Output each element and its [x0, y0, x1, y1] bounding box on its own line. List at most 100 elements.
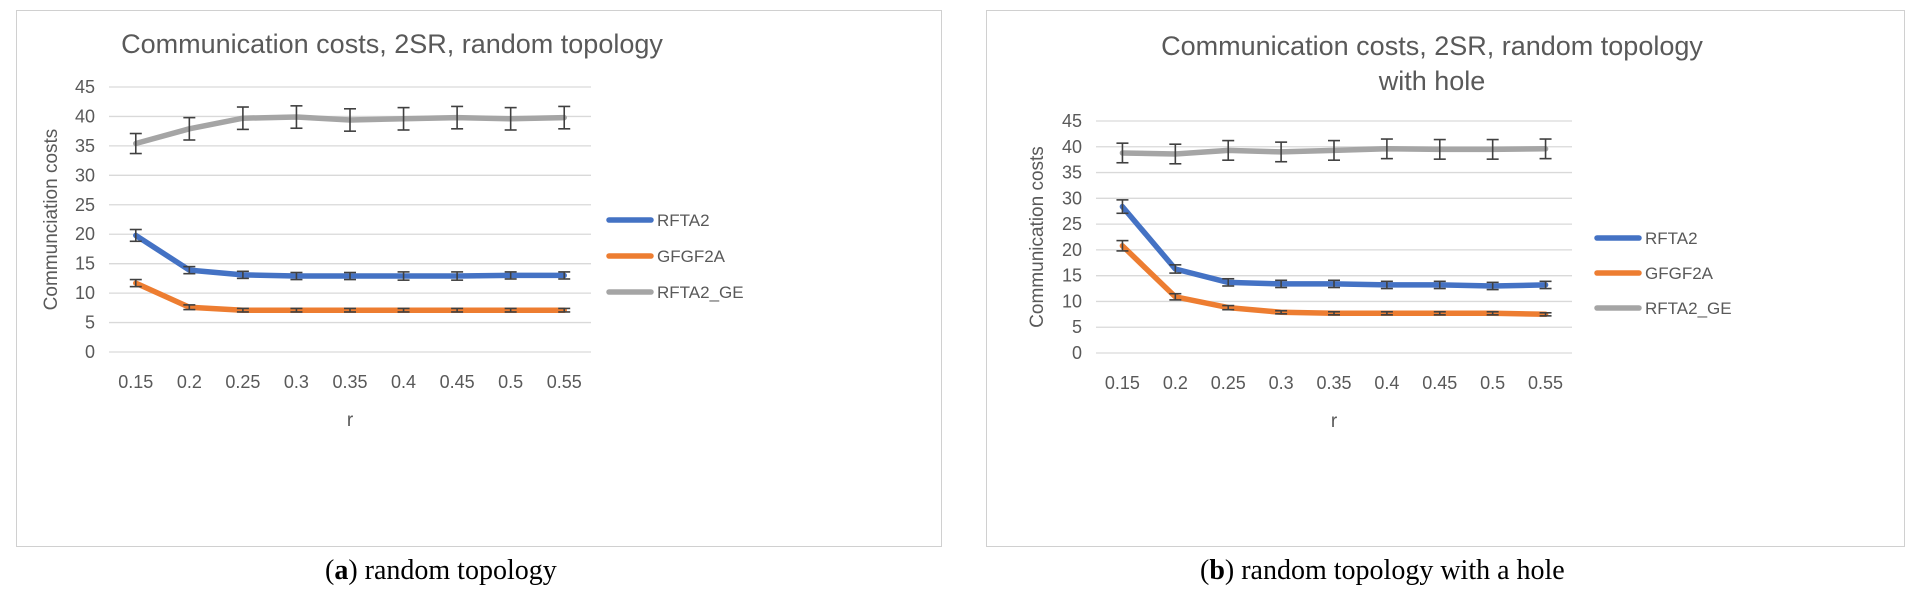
- chartb-error-bar-gfgf2a: [1539, 311, 1552, 317]
- charta-y-tick-label: 40: [75, 106, 95, 126]
- chartb-y-tick-label: 45: [1062, 111, 1082, 131]
- charta-x-tick-label: 0.45: [440, 372, 475, 392]
- charta-legend-label-rfta2: RFTA2: [657, 211, 710, 230]
- chartb-legend-label-gfgf2a: GFGF2A: [1645, 264, 1714, 283]
- charta-x-tick-label: 0.2: [177, 372, 202, 392]
- chartb-title-line-2: with hole: [1378, 66, 1486, 96]
- chartb-x-tick-label: 0.2: [1163, 373, 1188, 393]
- charta-y-tick-label: 30: [75, 165, 95, 185]
- chartb-error-bar-gfgf2a: [1380, 310, 1393, 316]
- charta-x-tick-label: 0.25: [225, 372, 260, 392]
- charta-legend-label-gfgf2a: GFGF2A: [657, 247, 726, 266]
- chartb-error-bar-rfta2: [1275, 279, 1288, 289]
- chart-panel-a: Communication costs, 2SR, random topolog…: [16, 10, 942, 547]
- chartb-error-bar-gfgf2a: [1222, 304, 1235, 311]
- charta-error-bar-rfta2-ge: [504, 106, 517, 131]
- charta-series-line-gfgf2a: [133, 280, 567, 313]
- charta-error-bar-gfgf2a: [558, 307, 571, 313]
- charta-y-tick-label: 15: [75, 254, 95, 274]
- charta-y-axis-label: Communciation costs: [41, 129, 62, 311]
- charta-title: Communication costs, 2SR, random topolog…: [121, 29, 663, 59]
- charta-x-tick-label: 0.5: [498, 372, 523, 392]
- charta-error-bar-rfta2-ge: [129, 132, 142, 155]
- chartb-y-tick-label: 35: [1062, 163, 1082, 183]
- chartb-y-tick-label: 5: [1072, 317, 1082, 337]
- chartb-x-tick-label: 0.55: [1528, 373, 1563, 393]
- chartb-error-bar-gfgf2a: [1328, 310, 1340, 316]
- charta-x-tick-label: 0.15: [118, 372, 153, 392]
- chartb-error-bar-rfta2-ge: [1222, 139, 1235, 161]
- chart-b: Communication costs, 2SR, random topolog…: [1027, 31, 1732, 432]
- caption-a-label: a: [334, 555, 349, 586]
- chart-panel-b: Communication costs, 2SR, random topolog…: [986, 10, 1905, 547]
- charta-error-bar-rfta2: [451, 271, 464, 281]
- charta-y-tick-label: 45: [75, 77, 95, 97]
- charta-error-bar-gfgf2a: [504, 307, 517, 313]
- chartb-error-bar-gfgf2a: [1486, 310, 1499, 316]
- charta-error-bar-gfgf2a: [397, 307, 410, 313]
- charta-error-bar-rfta2: [344, 271, 356, 281]
- chartb-y-tick-label: 15: [1062, 266, 1082, 286]
- charta-x-tick-label: 0.35: [332, 372, 367, 392]
- chartb-error-bar-rfta2: [1116, 199, 1129, 215]
- chartb-series-line-rfta2: [1119, 203, 1549, 289]
- chartb-error-bar-gfgf2a: [1169, 292, 1182, 301]
- chartb-y-tick-label: 20: [1062, 240, 1082, 260]
- charta-y-tick-label: 35: [75, 136, 95, 156]
- chartb-x-tick-label: 0.4: [1374, 373, 1399, 393]
- caption-b-text: ) random topology with a hole: [1224, 555, 1565, 586]
- caption-b: (b) random topology with a hole: [1200, 555, 1565, 586]
- chartb-y-tick-label: 10: [1062, 291, 1082, 311]
- charta-error-bar-rfta2-ge: [558, 105, 571, 130]
- chartb-error-bar-rfta2-ge: [1275, 141, 1288, 163]
- chartb-y-tick-label: 25: [1062, 214, 1082, 234]
- chartb-error-bar-rfta2-ge: [1486, 138, 1499, 160]
- charta-x-tick-label: 0.55: [547, 372, 582, 392]
- charta-y-tick-label: 25: [75, 195, 95, 215]
- charta-error-bar-rfta2-ge: [183, 116, 196, 141]
- charta-error-bar-gfgf2a: [183, 304, 196, 311]
- chartb-y-tick-label: 0: [1072, 343, 1082, 363]
- chartb-error-bar-rfta2: [1539, 280, 1552, 290]
- chartb-error-bar-rfta2: [1169, 264, 1182, 274]
- chartb-legend-label-rfta2: RFTA2: [1645, 229, 1698, 248]
- caption-a: (a) random topology: [325, 555, 557, 586]
- chartb-error-bar-rfta2: [1486, 281, 1499, 291]
- chartb-x-tick-label: 0.35: [1316, 373, 1351, 393]
- chartb-error-bar-rfta2-ge: [1169, 143, 1182, 165]
- charta-error-bar-gfgf2a: [129, 278, 142, 288]
- chartb-title-line-1: Communication costs, 2SR, random topolog…: [1161, 31, 1703, 61]
- chartb-error-bar-gfgf2a: [1116, 239, 1129, 252]
- chartb-x-tick-label: 0.5: [1480, 373, 1505, 393]
- charta-error-bar-rfta2-ge: [290, 105, 303, 130]
- chartb-error-bar-rfta2-ge: [1116, 142, 1129, 164]
- charta-error-bar-rfta2: [558, 271, 571, 280]
- charta-error-bar-rfta2: [183, 265, 196, 275]
- charta-y-tick-label: 5: [85, 313, 95, 333]
- chartb-error-bar-rfta2-ge: [1328, 139, 1340, 161]
- chartb-y-tick-label: 30: [1062, 188, 1082, 208]
- charta-error-bar-gfgf2a: [451, 307, 464, 313]
- chartb-error-bar-gfgf2a: [1433, 310, 1446, 316]
- charta-series-line-rfta2: [133, 232, 567, 279]
- charta-error-bar-gfgf2a: [344, 307, 356, 313]
- chartb-error-bar-rfta2-ge: [1539, 138, 1552, 160]
- charta-error-bar-rfta2-ge: [236, 106, 249, 131]
- charta-x-tick-label: 0.4: [391, 372, 416, 392]
- chartb-error-bar-rfta2-ge: [1380, 138, 1393, 160]
- charta-error-bar-gfgf2a: [290, 307, 303, 313]
- charta-error-bar-gfgf2a: [236, 307, 249, 313]
- charta-y-tick-label: 20: [75, 224, 95, 244]
- chartb-x-tick-label: 0.45: [1422, 373, 1457, 393]
- charta-error-bar-rfta2-ge: [344, 107, 356, 132]
- charta-error-bar-rfta2: [504, 271, 517, 280]
- charta-error-bar-rfta2-ge: [397, 106, 410, 131]
- charta-x-tick-label: 0.3: [284, 372, 309, 392]
- chartb-error-bar-rfta2: [1328, 279, 1340, 289]
- chartb-error-bar-gfgf2a: [1275, 309, 1288, 315]
- chartb-error-bar-rfta2: [1222, 277, 1235, 287]
- charta-error-bar-rfta2-ge: [451, 105, 464, 130]
- charta-y-tick-label: 0: [85, 342, 95, 362]
- chartb-error-bar-rfta2-ge: [1433, 138, 1446, 160]
- chartb-legend-label-rfta2-ge: RFTA2_GE: [1645, 299, 1732, 318]
